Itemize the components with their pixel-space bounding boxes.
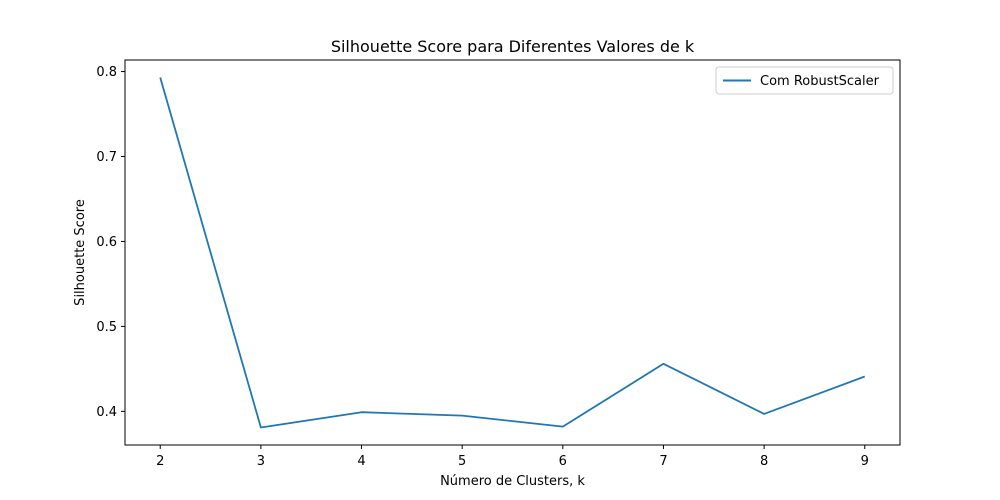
x-axis-label: Número de Clusters, k bbox=[440, 474, 585, 489]
legend-label: Com RobustScaler bbox=[760, 74, 880, 89]
x-tick-label: 7 bbox=[659, 454, 667, 469]
x-tick-label: 6 bbox=[559, 454, 567, 469]
x-tick-label: 3 bbox=[257, 454, 265, 469]
legend-box bbox=[715, 66, 894, 95]
plot-frame bbox=[124, 59, 901, 446]
y-tick-label: 0.5 bbox=[96, 320, 117, 335]
x-tick-label: 8 bbox=[760, 454, 768, 469]
series-layer bbox=[159, 77, 866, 429]
x-axis: 2 3 4 5 6 7 8 9 bbox=[156, 445, 869, 469]
x-tick-label: 4 bbox=[357, 454, 365, 469]
x-tick-label: 5 bbox=[458, 454, 466, 469]
y-tick-label: 0.7 bbox=[96, 150, 117, 165]
y-tick-label: 0.6 bbox=[96, 235, 117, 250]
y-axis-label: Silhouette Score bbox=[73, 199, 88, 306]
legend: Com RobustScaler bbox=[715, 66, 894, 95]
x-tick-label: 9 bbox=[861, 454, 869, 469]
y-tick-label: 0.8 bbox=[96, 65, 117, 80]
x-tick-label: 2 bbox=[156, 454, 164, 469]
plot-area bbox=[124, 59, 901, 446]
y-tick-label: 0.4 bbox=[96, 405, 117, 420]
chart-title: Silhouette Score para Diferentes Valores… bbox=[331, 37, 695, 56]
series-line bbox=[159, 77, 866, 429]
y-axis: 0.4 0.5 0.6 0.7 0.8 bbox=[96, 65, 125, 420]
